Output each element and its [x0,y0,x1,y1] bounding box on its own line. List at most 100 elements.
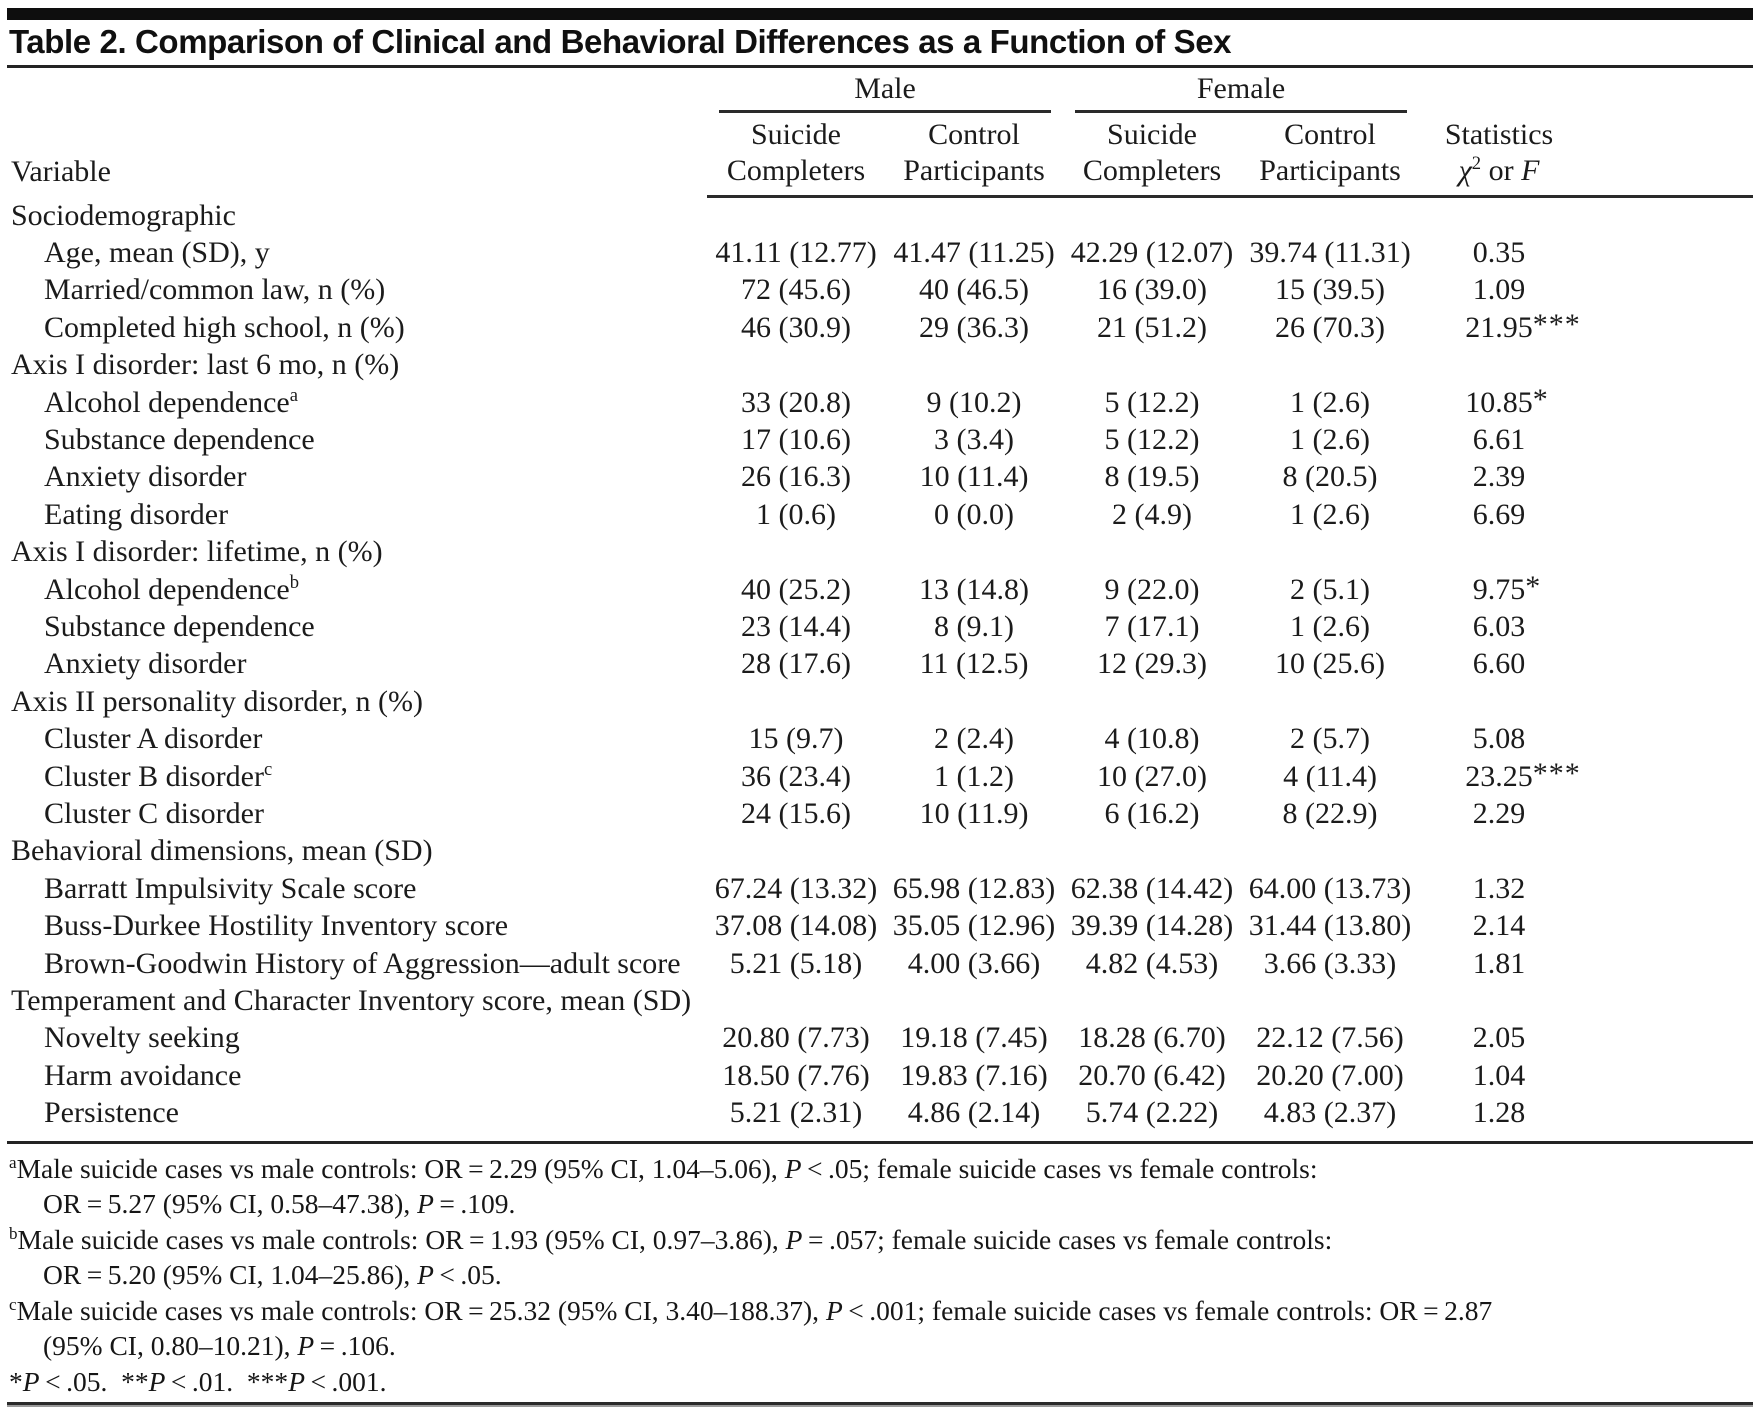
row-spacer [1579,421,1753,458]
cell-male-control-participants [885,683,1063,720]
cell-statistic [1419,533,1579,570]
footnote-line-continuation: OR = 5.27 (95% CI, 0.58–47.38), P = .109… [43,1188,516,1220]
cell-statistic: 5.08 [1472,722,1526,756]
cell-statistic: 2.39 [1472,460,1526,494]
footnote-marker: a [9,1152,17,1172]
footnotes: aMale suicide cases vs male controls: OR… [7,1144,1753,1400]
cell-female-suicide-completers: 9 (22.0) [1104,572,1200,606]
cell-female-suicide-completers: 5 (12.2) [1104,422,1200,456]
col-header-line: Suicide [751,118,841,151]
row-label: Anxiety disorder [44,460,247,494]
header-spacer-stats [1419,68,1579,113]
cell-female-suicide-completers [1063,832,1241,869]
italic-symbol: P [825,1294,843,1326]
col-header-line: Control [928,118,1020,151]
title-rule [7,65,1753,68]
cell-female-control-participants: 22.12 (7.56) [1256,1021,1404,1055]
footnote-a: aMale suicide cases vs male controls: OR… [9,1151,1751,1222]
cell-male-control-participants: 9 (10.2) [926,385,1022,419]
cell-female-control-participants [1241,346,1419,383]
section-row: Axis I disorder: lifetime, n (%) [7,533,1753,570]
cell-male-control-participants [885,346,1063,383]
cell-female-control-participants [1241,197,1419,234]
cell-male-suicide-completers: 46 (30.9) [741,310,851,344]
table-row: Barratt Impulsivity Scale score 67.24 (13… [7,870,1753,907]
cell-female-suicide-completers: 21 (51.2) [1097,310,1207,344]
col-header-line: Suicide [1107,118,1198,151]
italic-symbol: P [22,1365,40,1397]
chi-symbol: χ [1458,154,1472,187]
cell-male-control-participants: 3 (3.4) [934,422,1014,456]
cell-male-control-participants: 35.05 (12.96) [892,909,1056,943]
chi-square-or-f-label: χ2 or F [1419,153,1579,189]
table-row: Anxiety disorder 28 (17.6) 11 (12.5) 12 (29… [7,645,1753,682]
cell-statistic: 6.69 [1472,497,1526,531]
cell-male-suicide-completers: 28 (17.6) [741,647,851,681]
significance-asterisks: * [1525,569,1542,603]
cell-male-control-participants: 8 (9.1) [934,609,1014,643]
cell-statistic: 23.25 *** [1419,757,1580,795]
cell-male-control-participants [885,533,1063,570]
cell-female-control-participants: 15 (39.5) [1275,273,1385,307]
row-label: Age, mean (SD), y [44,235,270,269]
cell-male-suicide-completers: 72 (45.6) [741,273,851,307]
footnote-marker: c [9,1294,17,1314]
cell-male-control-participants: 10 (11.9) [919,797,1029,830]
cell-male-control-participants: 65.98 (12.83) [892,871,1056,905]
cell-female-suicide-completers: 6 (16.2) [1104,797,1200,830]
group-header-male: Male [707,68,1063,113]
row-spacer [1579,309,1753,346]
row-label: Behavioral dimensions, mean (SD) [11,834,433,868]
cell-female-suicide-completers: 12 (29.3) [1097,647,1207,681]
cell-female-suicide-completers [1063,197,1241,234]
cell-male-suicide-completers [707,346,885,383]
row-spacer [1579,271,1753,308]
section-row: Temperament and Character Inventory scor… [7,982,1753,1019]
cell-statistic [1419,197,1579,234]
table-row: Cluster B disorderc 36 (23.4) 1 (1.2) 10 (2… [7,757,1753,795]
col-header-line: Participants [903,154,1045,187]
cell-male-suicide-completers [707,533,885,570]
row-spacer [1579,608,1753,645]
cell-female-control-participants: 8 (22.9) [1282,797,1378,830]
row-label: Married/common law, n (%) [44,273,386,307]
statistics-label: Statistics [1444,118,1554,151]
significance-legend: *P < .05. **P < .01. ***P < .001. [9,1364,1751,1400]
row-spacer [1579,832,1753,869]
table-row: Substance dependence 17 (10.6) 3 (3.4) 5 (1… [7,421,1753,458]
row-label: Alcohol dependenceb [44,571,300,606]
row-label: Buss-Durkee Hostility Inventory score [44,909,509,943]
row-label: Sociodemographic [11,198,236,232]
cell-male-control-participants: 4.86 (2.14) [907,1096,1041,1130]
cell-female-suicide-completers: 18.28 (6.70) [1078,1021,1226,1055]
cell-male-suicide-completers: 67.24 (13.32) [714,871,878,905]
cell-female-control-participants [1241,982,1419,1019]
table-row: Novelty seeking 20.80 (7.73) 19.18 (7.45) 1… [7,1019,1753,1056]
cell-female-control-participants [1241,832,1419,869]
row-label: Cluster B disorderc [44,758,273,793]
row-spacer [1579,758,1753,795]
footnote-line-continuation: OR = 5.20 (95% CI, 1.04–25.86), P < .05. [43,1259,502,1291]
table-row: Substance dependence 23 (14.4) 8 (9.1) 7 (1… [7,608,1753,645]
cell-male-control-participants: 0 (0.0) [934,497,1014,531]
row-label: Alcohol dependencea [44,384,298,419]
section-row: Behavioral dimensions, mean (SD) [7,832,1753,869]
table-row: Cluster A disorder 15 (9.7) 2 (2.4) 4 (10.8… [7,720,1753,757]
row-spacer [1579,945,1753,982]
col-header-line: Completers [1082,154,1222,187]
cell-female-suicide-completers [1063,982,1241,1019]
cell-female-control-participants: 10 (25.6) [1275,647,1385,681]
cell-statistic: 21.95 *** [1419,307,1581,346]
or-text: or [1481,154,1522,187]
footnote-separator-rule [7,1140,1753,1144]
statistic-value: 21.95 *** [1465,307,1581,344]
footnote-line: aMale suicide cases vs male controls: OR… [9,1152,1318,1184]
italic-symbol: P [148,1365,166,1397]
cell-male-suicide-completers: 40 (25.2) [741,572,851,606]
cell-statistic: 9.75 * [1419,569,1579,608]
cell-male-suicide-completers: 15 (9.7) [748,722,844,756]
cell-statistic: 1.81 [1472,946,1526,980]
col-header-male-suicide-completers: Suicide Completers [707,113,885,198]
cell-female-suicide-completers: 20.70 (6.42) [1078,1058,1226,1092]
italic-symbol: P [417,1259,434,1291]
